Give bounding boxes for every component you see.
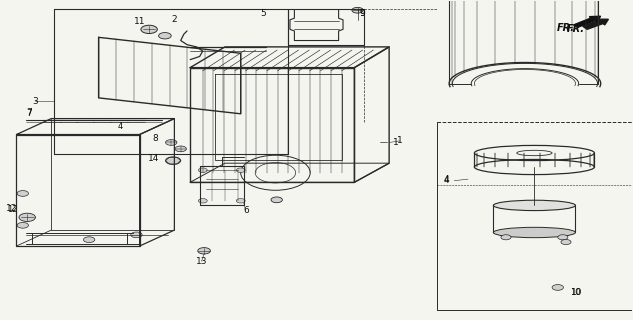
Text: 4: 4	[443, 176, 449, 185]
Circle shape	[166, 140, 177, 145]
Circle shape	[271, 197, 282, 203]
Text: 13: 13	[196, 257, 207, 266]
Circle shape	[198, 198, 207, 203]
Text: 1: 1	[397, 136, 403, 145]
Text: 9: 9	[359, 9, 365, 18]
Text: FR.: FR.	[557, 23, 575, 33]
Text: 10: 10	[570, 288, 580, 297]
Text: 8: 8	[153, 134, 158, 143]
Circle shape	[352, 7, 363, 13]
Circle shape	[141, 25, 158, 34]
Ellipse shape	[493, 227, 575, 238]
FancyArrow shape	[583, 19, 608, 29]
Text: 7: 7	[26, 108, 32, 117]
Text: 14: 14	[148, 154, 160, 163]
Text: 4: 4	[443, 175, 449, 184]
Text: 5: 5	[260, 9, 266, 18]
Text: 12: 12	[7, 205, 17, 214]
Text: 9: 9	[359, 9, 365, 18]
Circle shape	[175, 146, 186, 152]
Circle shape	[236, 168, 245, 172]
Circle shape	[561, 239, 571, 244]
Circle shape	[159, 33, 172, 39]
Circle shape	[131, 232, 142, 238]
Circle shape	[197, 248, 210, 254]
Circle shape	[166, 157, 180, 164]
Circle shape	[17, 191, 28, 196]
Circle shape	[552, 284, 563, 290]
Circle shape	[236, 198, 245, 203]
Text: 2: 2	[172, 15, 177, 24]
Text: 1: 1	[392, 138, 398, 147]
Text: 7: 7	[26, 109, 32, 118]
Circle shape	[558, 235, 568, 240]
Circle shape	[198, 168, 207, 172]
Text: 4: 4	[118, 122, 123, 131]
Circle shape	[19, 213, 35, 221]
FancyArrow shape	[573, 16, 601, 28]
Text: FR.: FR.	[567, 24, 584, 34]
Text: 3: 3	[32, 97, 39, 106]
Circle shape	[84, 237, 95, 243]
Text: 12: 12	[6, 204, 18, 213]
Ellipse shape	[493, 200, 575, 211]
Circle shape	[17, 222, 28, 228]
Circle shape	[501, 235, 511, 240]
Text: 10: 10	[571, 288, 582, 297]
Text: 11: 11	[134, 17, 146, 26]
Text: 6: 6	[243, 206, 249, 215]
